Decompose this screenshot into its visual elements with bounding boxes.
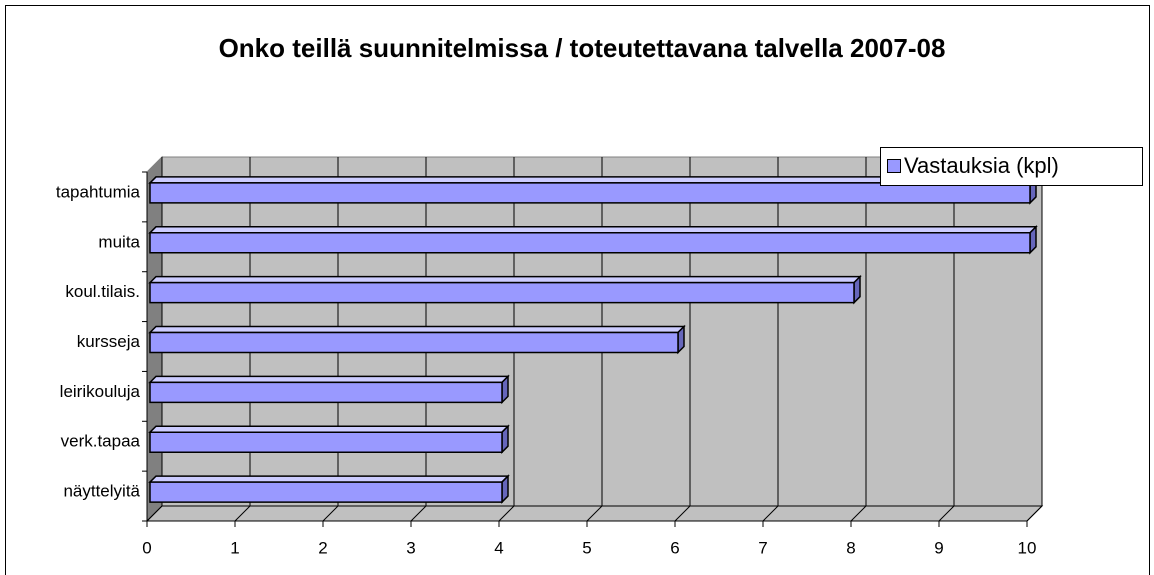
- x-tick-label: 3: [406, 538, 415, 557]
- bar-front: [149, 381, 503, 404]
- bar-front: [149, 431, 503, 453]
- bar-top: [148, 425, 510, 433]
- x-tick-label: 9: [934, 538, 943, 557]
- grid-line: [146, 505, 163, 522]
- y-tick-label: kursseja: [77, 332, 141, 351]
- bar-top: [148, 226, 1038, 234]
- x-tick-label: 4: [494, 538, 503, 557]
- grid-line: [410, 505, 427, 522]
- grid-line: [1026, 505, 1043, 522]
- grid-line: [498, 505, 515, 522]
- y-tick-label: verk.tapaa: [61, 432, 141, 451]
- grid-line: [322, 505, 339, 522]
- y-tick-label: tapahtumia: [56, 182, 141, 201]
- grid-line: [938, 505, 955, 522]
- y-tick-label: leirikouluja: [60, 382, 141, 401]
- x-tick-label: 1: [230, 538, 239, 557]
- bar: [148, 424, 510, 455]
- bar-top: [148, 325, 686, 334]
- bar: [148, 374, 510, 405]
- bar: [148, 224, 1038, 255]
- grid-line: [850, 505, 867, 522]
- bar-front: [149, 182, 1031, 204]
- bar: [148, 324, 686, 355]
- bar: [148, 474, 510, 504]
- bar-top: [148, 475, 510, 483]
- grid-line: [674, 505, 691, 522]
- x-tick-label: 0: [142, 538, 151, 557]
- grid-line: [234, 505, 251, 522]
- grid-line: [762, 505, 779, 522]
- legend-label: Vastauksia (kpl): [904, 153, 1059, 178]
- bar-front: [149, 281, 855, 304]
- bar-top: [148, 375, 510, 384]
- bar-top: [148, 275, 862, 284]
- x-tick-label: 6: [670, 538, 679, 557]
- legend-swatch: [887, 159, 901, 173]
- x-tick-label: 8: [846, 538, 855, 557]
- y-tick-label: muita: [98, 232, 140, 251]
- bar-front: [149, 481, 503, 503]
- legend-box: [880, 147, 1143, 186]
- x-tick-label: 10: [1018, 538, 1037, 557]
- y-tick-label: koul.tilais.: [65, 282, 140, 301]
- x-tick-label: 5: [582, 538, 591, 557]
- x-tick-label: 2: [318, 538, 327, 557]
- bar-front: [149, 232, 1031, 254]
- x-tick-label: 7: [758, 538, 767, 557]
- bar: [148, 274, 862, 305]
- grid-line: [586, 505, 603, 522]
- chart-title: Onko teillä suunnitelmissa / toteutettav…: [219, 33, 946, 63]
- y-tick-label: näyttelyitä: [63, 482, 140, 501]
- bar-front: [149, 331, 679, 354]
- bar: [148, 175, 1038, 205]
